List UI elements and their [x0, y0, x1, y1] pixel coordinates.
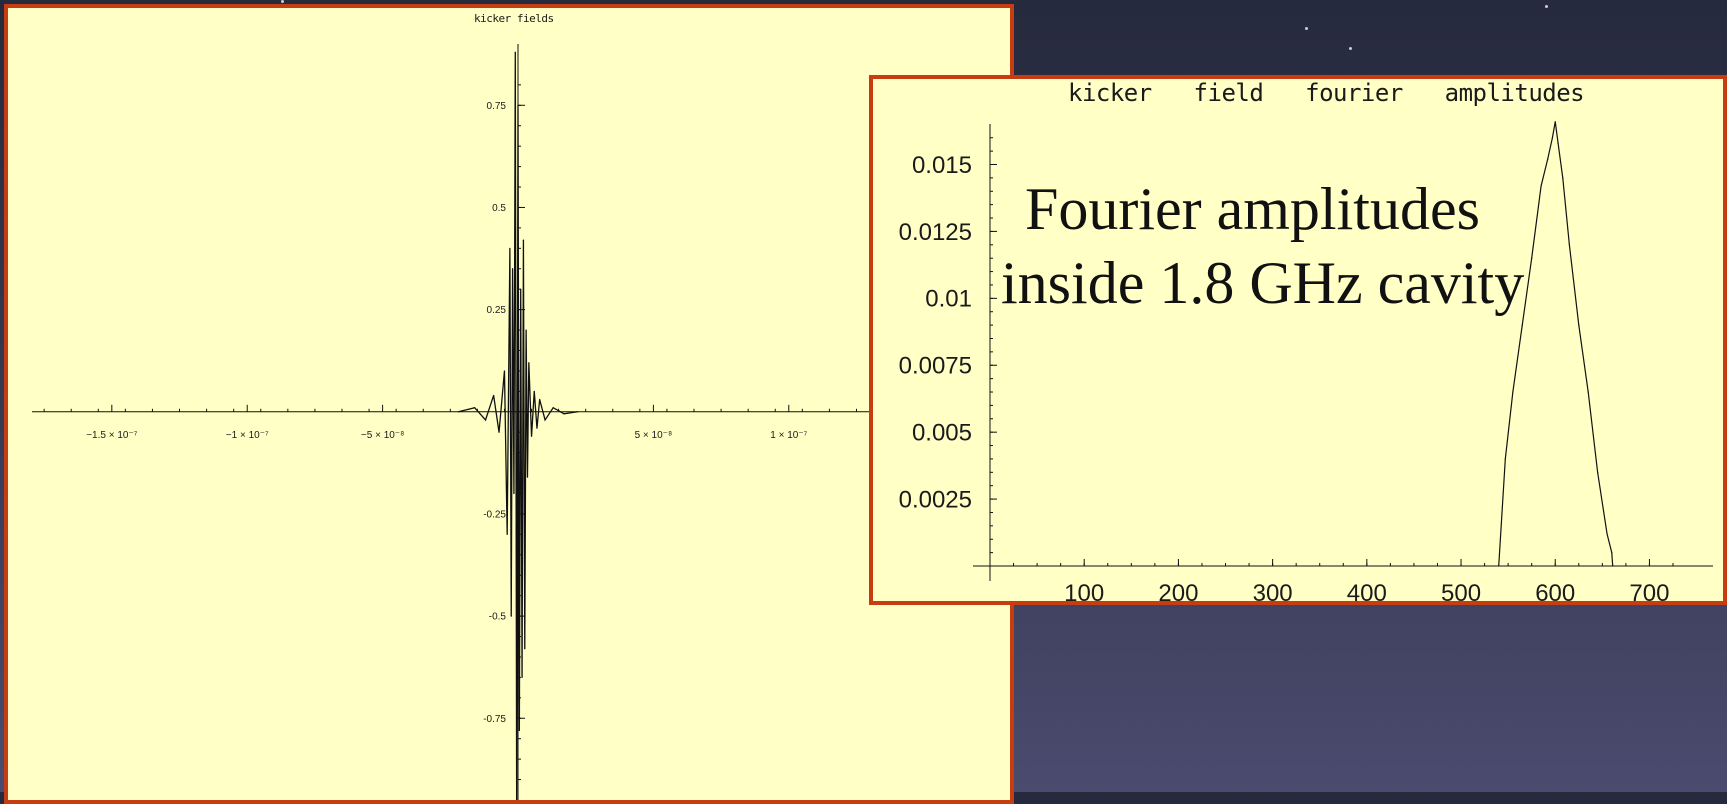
y-tick-label: 0.25 — [487, 305, 507, 316]
y-tick-label: 0.75 — [487, 101, 507, 112]
data-point — [493, 394, 495, 397]
data-point — [1562, 177, 1564, 179]
overlay-caption-line-1: Fourier amplitudes — [1025, 176, 1480, 242]
data-point — [1557, 142, 1559, 144]
data-point — [1531, 257, 1533, 259]
y-tick-label: -0.75 — [483, 714, 506, 725]
data-point — [539, 398, 541, 401]
y-tick-label: 0.5 — [492, 203, 506, 214]
data-point — [524, 648, 526, 650]
data-point — [552, 407, 554, 409]
data-point — [510, 615, 512, 617]
data-line — [1498, 121, 1614, 567]
x-tick-label: 100 — [1064, 580, 1104, 601]
data-point — [1554, 121, 1556, 123]
data-point — [511, 268, 514, 270]
data-point — [576, 411, 579, 413]
data-point — [1568, 244, 1570, 246]
data-point — [1498, 565, 1500, 567]
y-tick-label: -0.25 — [483, 509, 506, 520]
fourier-amplitudes-plot: 100 200 300 400 500 600 700 0.0025 0.005 0.0075 0.… — [899, 121, 1713, 601]
x-tick-label: 600 — [1535, 580, 1575, 601]
data-point — [1578, 324, 1580, 326]
x-tick-label: −5 × 10⁻⁸ — [361, 430, 404, 441]
fourier-amplitudes-chart: kicker field fourier amplitudes 100 200 30… — [869, 75, 1727, 605]
x-tick-label: 500 — [1441, 580, 1481, 601]
data-point — [533, 390, 535, 392]
data-point — [1587, 391, 1589, 393]
x-tick-label: 200 — [1158, 580, 1198, 601]
data-point — [506, 533, 508, 535]
y-tick-label: 0.015 — [912, 152, 972, 179]
data-point — [1551, 137, 1554, 139]
data-point — [536, 427, 538, 429]
data-point — [522, 239, 525, 241]
y-tick-label: -0.5 — [489, 612, 507, 623]
x-tick-label: 1 × 10⁻⁷ — [770, 430, 807, 441]
x-tick-label: 700 — [1629, 580, 1669, 601]
data-point — [1547, 158, 1549, 160]
data-point — [484, 419, 487, 421]
x-tick-label: −1.5 × 10⁻⁷ — [86, 430, 138, 441]
data-point — [1612, 565, 1614, 567]
data-point — [514, 51, 516, 53]
y-tick-label: 0.01 — [925, 286, 972, 313]
data-point — [530, 435, 533, 437]
data-point — [513, 492, 515, 495]
y-tick-label: 0.0025 — [899, 486, 972, 513]
y-tick-label: 0.005 — [912, 420, 972, 447]
data-point — [474, 407, 476, 409]
x-tick-label: 300 — [1253, 580, 1293, 601]
data-point — [1504, 458, 1506, 460]
chart-title: kicker fields — [474, 12, 554, 25]
data-point — [517, 104, 519, 106]
data-point — [1512, 391, 1514, 393]
data-point — [1611, 552, 1613, 554]
data-point — [457, 411, 460, 413]
data-point — [1606, 533, 1608, 535]
y-tick-label: 0.0075 — [899, 353, 972, 380]
chart-title: kicker field fourier amplitudes — [1068, 79, 1585, 107]
data-point — [1597, 471, 1599, 473]
kicker-fields-plot: −1.5 × 10⁻⁷ −1 × 10⁻⁷ −5 × 10⁻⁸ 5 × 10⁻⁸ 1 ×… — [32, 44, 1010, 800]
overlay-caption-line-2: inside 1.8 GHz cavity — [1001, 250, 1525, 316]
data-point — [526, 476, 529, 478]
data-line — [458, 52, 578, 800]
data-point — [1521, 324, 1523, 326]
x-tick-label: −1 × 10⁻⁷ — [226, 430, 269, 441]
data-point — [563, 413, 565, 415]
data-point — [498, 431, 500, 433]
data-point — [525, 329, 527, 331]
x-tick-label: 5 × 10⁻⁸ — [635, 430, 673, 441]
data-point — [520, 288, 522, 290]
data-point — [1540, 185, 1542, 187]
data-point — [509, 247, 511, 249]
kicker-fields-chart: kicker fields −1.5 × 10⁻⁷ −1 × 10⁻⁷ −5 × 1… — [4, 4, 1014, 804]
x-tick-label: 400 — [1347, 580, 1387, 601]
data-point — [503, 370, 506, 372]
data-point — [521, 676, 523, 679]
data-point — [518, 729, 520, 732]
data-point — [544, 419, 546, 421]
data-point — [528, 362, 530, 364]
y-tick-label: 0.0125 — [899, 219, 972, 246]
